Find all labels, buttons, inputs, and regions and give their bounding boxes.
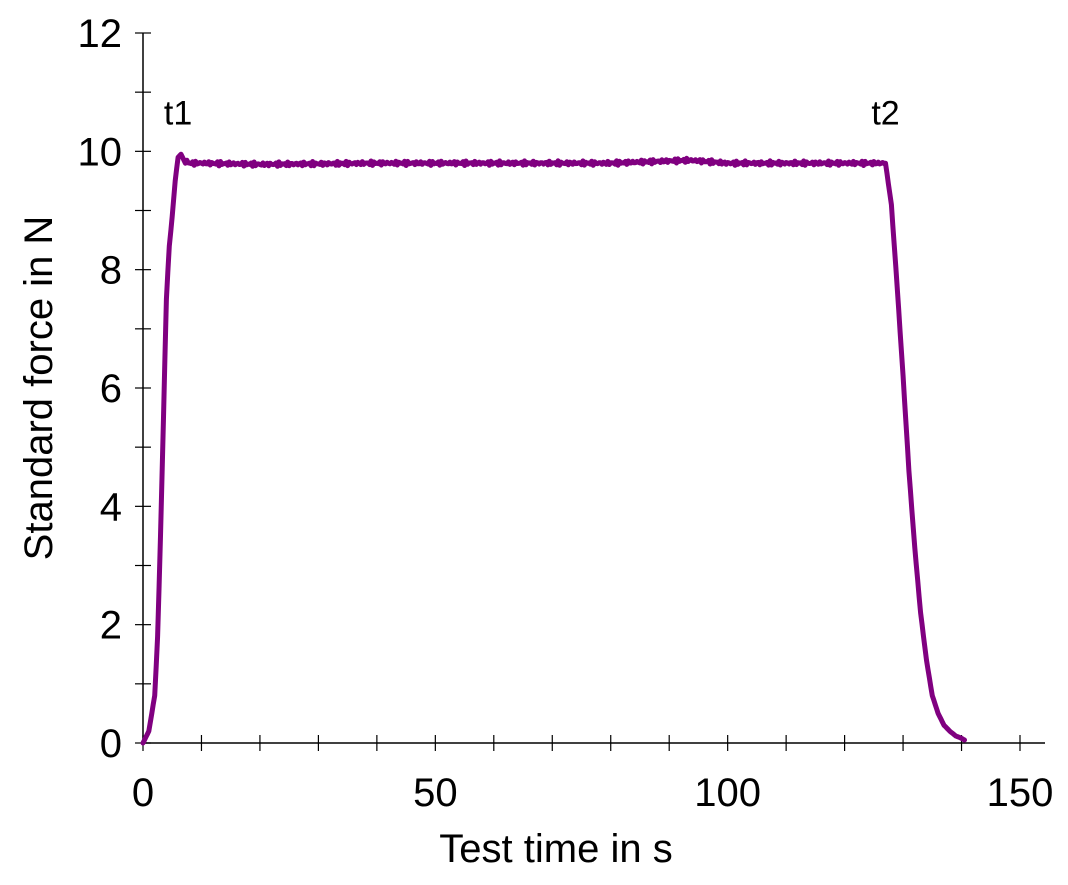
annotation-label: t2 xyxy=(871,95,899,133)
x-axis-label: Test time in s xyxy=(439,827,672,871)
y-tick-label: 4 xyxy=(100,485,122,529)
tick-labels: 0 50 100 150 0 2 4 6 8 10 12 xyxy=(78,12,1054,815)
ticks xyxy=(135,32,1021,751)
annotation-label: t1 xyxy=(164,95,192,133)
y-axis-label: Standard force in N xyxy=(17,216,61,561)
annotations: t1 t2 xyxy=(164,95,900,133)
y-tick-label: 10 xyxy=(78,130,123,174)
y-tick-label: 2 xyxy=(100,604,122,648)
x-tick-label: 50 xyxy=(413,771,458,815)
y-tick-label: 8 xyxy=(100,249,122,293)
axes xyxy=(142,33,1045,744)
x-tick-label: 150 xyxy=(987,771,1054,815)
y-tick-label: 6 xyxy=(100,367,122,411)
y-tick-label: 12 xyxy=(78,12,123,56)
x-tick-label: 100 xyxy=(694,771,761,815)
x-tick-label: 0 xyxy=(132,771,154,815)
force-series-line xyxy=(140,151,967,746)
y-tick-label: 0 xyxy=(100,722,122,766)
